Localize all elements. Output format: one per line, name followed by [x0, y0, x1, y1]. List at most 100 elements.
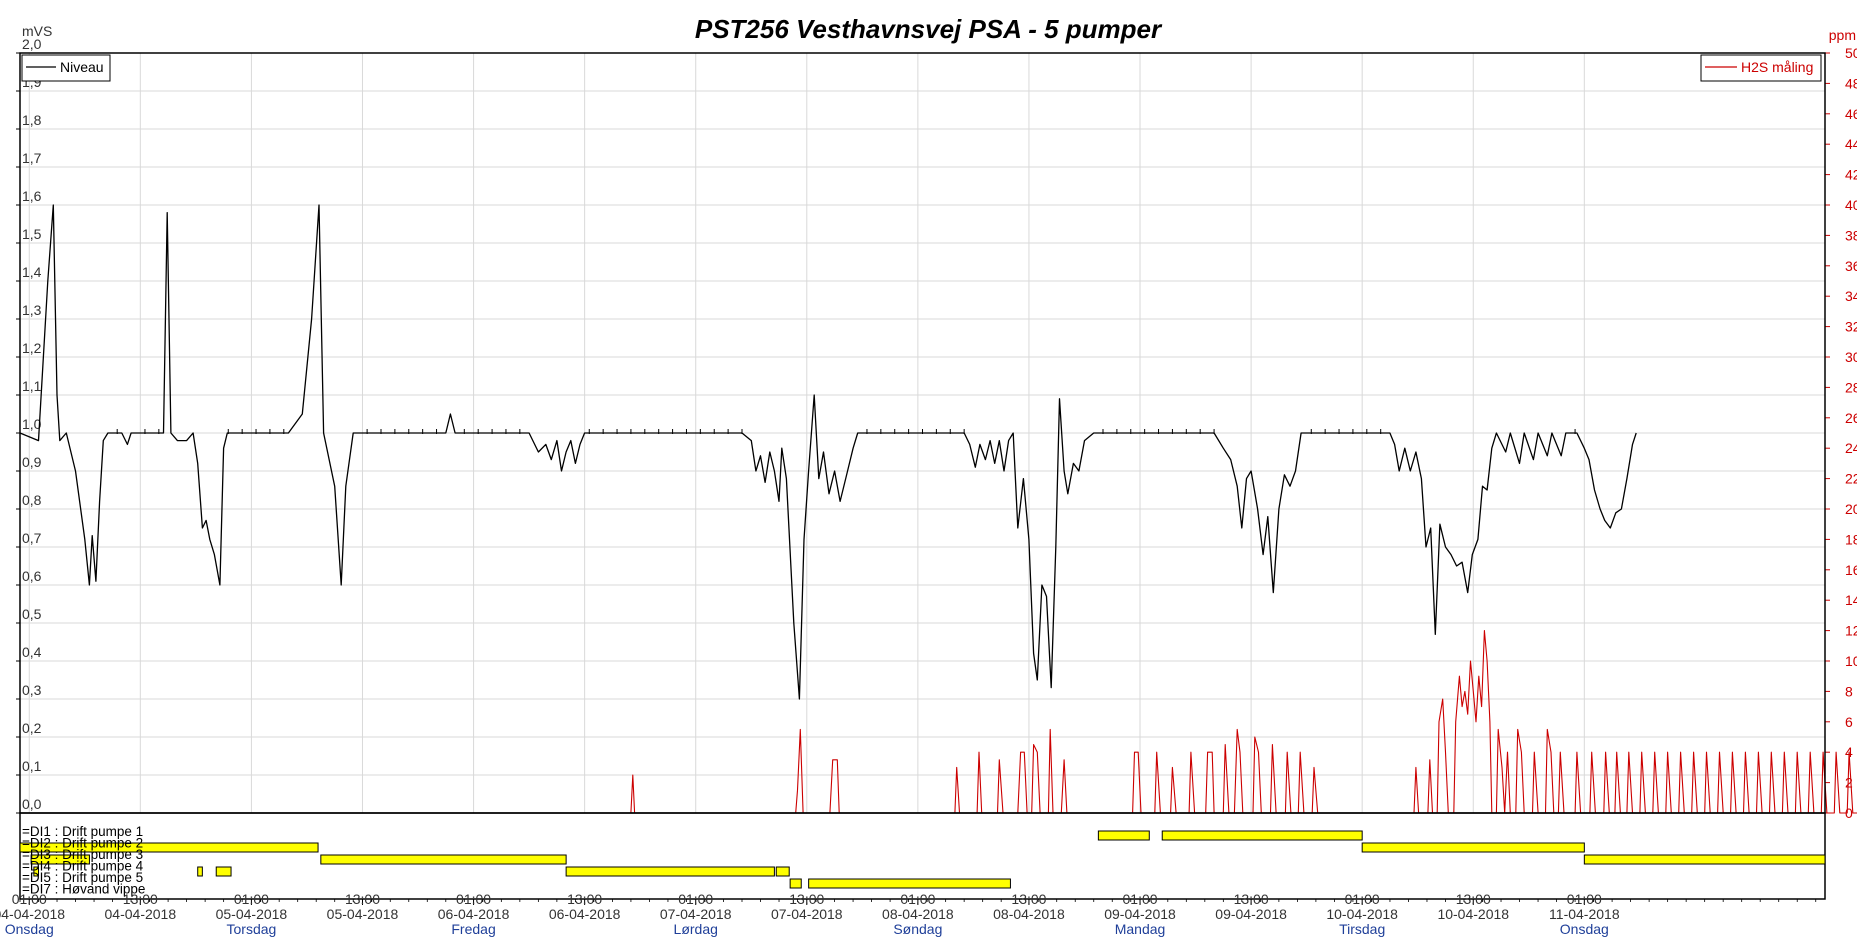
left-tick-label: 0,8 — [22, 492, 42, 508]
x-tick-time: 13:00 — [123, 891, 158, 907]
digital-input-panel: =DI1 : Drift pumpe 1=DI2 : Drift pumpe 2… — [19, 812, 1826, 900]
right-tick-label: 30 — [1845, 349, 1857, 365]
di-bar-4 — [33, 866, 40, 877]
di-bar-1 — [1097, 830, 1150, 841]
x-axis: 01:0004-04-2018Onsdag13:0004-04-201801:0… — [0, 891, 1817, 937]
x-tick-date: 06-04-2018 — [438, 906, 510, 922]
di-bar-5 — [789, 878, 802, 889]
right-tick-label: 44 — [1845, 136, 1857, 152]
right-tick-label: 42 — [1845, 167, 1857, 183]
x-tick-time: 01:00 — [1345, 891, 1380, 907]
legend-h2s-label: H2S måling — [1741, 59, 1813, 75]
di-bar-3 — [320, 854, 567, 865]
right-tick-label: 0 — [1845, 805, 1853, 821]
x-tick-day: Fredag — [451, 921, 495, 937]
di-bar-3 — [30, 854, 90, 865]
x-tick-day: Søndag — [893, 921, 942, 937]
di-bar-4 — [197, 866, 203, 877]
di-label: =DI1 : Drift pumpe 1 — [22, 824, 143, 839]
left-tick-label: 0,6 — [22, 568, 42, 584]
right-tick-label: 26 — [1845, 410, 1857, 426]
x-tick-date: 06-04-2018 — [549, 906, 621, 922]
x-tick-time: 01:00 — [234, 891, 269, 907]
legend-niveau-box — [21, 54, 111, 82]
left-tick-label: 0,7 — [22, 530, 42, 546]
left-tick-label: 1,7 — [22, 150, 42, 166]
left-tick-label: 1,6 — [22, 188, 42, 204]
x-tick-date: 04-04-2018 — [105, 906, 177, 922]
left-tick-label: 1,2 — [22, 340, 42, 356]
right-tick-label: 22 — [1845, 471, 1857, 487]
x-tick-day: Torsdag — [227, 921, 277, 937]
left-tick-label: 1,3 — [22, 302, 42, 318]
right-tick-label: 20 — [1845, 501, 1857, 517]
right-axis-unit: ppm — [1829, 27, 1856, 43]
right-tick-label: 12 — [1845, 623, 1857, 639]
series-niveau — [19, 204, 1637, 700]
x-tick-date: 10-04-2018 — [1437, 906, 1509, 922]
right-tick-label: 36 — [1845, 258, 1857, 274]
right-tick-label: 10 — [1845, 653, 1857, 669]
x-tick-time: 01:00 — [1123, 891, 1158, 907]
digital-input-bars — [19, 830, 1826, 889]
left-tick-label: 0,3 — [22, 682, 42, 698]
di-label: =DI3 : Drift pumpe 3 — [22, 847, 143, 862]
x-tick-time: 13:00 — [1011, 891, 1046, 907]
right-tick-label: 14 — [1845, 592, 1857, 608]
x-tick-time: 01:00 — [12, 891, 47, 907]
legend-niveau: Niveau — [21, 54, 111, 82]
right-tick-label: 28 — [1845, 379, 1857, 395]
right-axis: 0 2 46 8 10 12 14 16 18 20 22 24 26 28 30 32 34 36 38 40 42 4… — [1825, 45, 1857, 821]
left-axis-unit: mVS — [22, 23, 52, 39]
right-tick-label: 50 — [1845, 45, 1857, 61]
series-h2s-line — [20, 630, 1857, 814]
x-tick-day: Onsdag — [1560, 921, 1609, 937]
x-tick-date: 05-04-2018 — [327, 906, 399, 922]
di-label: =DI5 : Drift pumpe 5 — [22, 870, 143, 885]
digital-input-labels: =DI1 : Drift pumpe 1=DI2 : Drift pumpe 2… — [22, 824, 145, 897]
left-tick-label: 0,2 — [22, 720, 42, 736]
series-niveau-line — [19, 204, 1637, 700]
left-axis: 0,0 0,1 0,2 0,3 0,4 0,5 0,6 0,7 0,8 0,9 1,0 1,1 1,2 1… — [16, 36, 42, 814]
left-tick-label: 2,0 — [22, 36, 42, 52]
x-tick-time: 13:00 — [789, 891, 824, 907]
left-tick-label: 1,8 — [22, 112, 42, 128]
series-h2s — [20, 630, 1857, 814]
di-bar-4 — [215, 866, 232, 877]
right-tick-label: 16 — [1845, 562, 1857, 578]
di-bar-3 — [1583, 854, 1826, 865]
left-tick-label: 1,4 — [22, 264, 42, 280]
x-tick-date: 09-04-2018 — [1104, 906, 1176, 922]
right-tick-label: 34 — [1845, 288, 1857, 304]
left-tick-label: 0,1 — [22, 758, 42, 774]
di-label: =DI7 : Høvand vippe — [22, 882, 145, 897]
x-tick-day: Onsdag — [5, 921, 54, 937]
x-tick-time: 13:00 — [1456, 891, 1491, 907]
di-bar-1 — [1161, 830, 1363, 841]
x-tick-day: Lørdag — [674, 921, 718, 937]
right-tick-label: 24 — [1845, 440, 1857, 456]
x-tick-time: 01:00 — [456, 891, 491, 907]
right-tick-label: 32 — [1845, 319, 1857, 335]
left-tick-label: 0,5 — [22, 606, 42, 622]
di-bar-2 — [19, 842, 319, 853]
x-tick-time: 01:00 — [1567, 891, 1602, 907]
right-tick-label: 48 — [1845, 75, 1857, 91]
x-tick-day: Mandag — [1115, 921, 1166, 937]
left-tick-label: 1,5 — [22, 226, 42, 242]
di-label: =DI2 : Drift pumpe 2 — [22, 836, 143, 851]
x-tick-day: Tirsdag — [1339, 921, 1385, 937]
legend-h2s-box — [1700, 54, 1822, 82]
left-tick-label: 0,0 — [22, 796, 42, 812]
right-tick-label: 6 — [1845, 714, 1853, 730]
x-tick-date: 09-04-2018 — [1215, 906, 1287, 922]
legend-niveau-label: Niveau — [60, 59, 104, 75]
x-tick-time: 13:00 — [345, 891, 380, 907]
left-tick-label: 1,0 — [22, 416, 42, 432]
legend-h2s: H2S måling — [1700, 54, 1822, 82]
right-tick-label: 8 — [1845, 683, 1853, 699]
x-tick-time: 13:00 — [1234, 891, 1269, 907]
right-tick-label: 40 — [1845, 197, 1857, 213]
right-tick-label: 18 — [1845, 531, 1857, 547]
